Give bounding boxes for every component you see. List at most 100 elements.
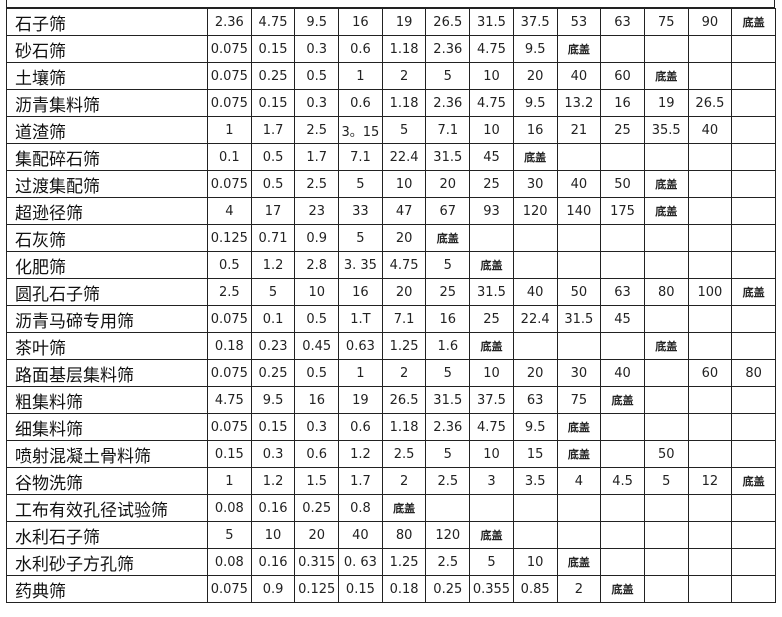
aperture-cell: 25 [469,170,514,198]
bottom-pan-cell: 底盖 [556,35,602,63]
table-row: 沥青集料筛 0.075 0.15 0.3 0.6 1.18 2.36 4.75 9.5 13.2 1… [6,89,776,117]
table-row: 沥青马碲专用筛 0.075 0.1 0.5 1.T 7.1 16 25 22.4 31.5 45 [6,305,776,333]
aperture-cell: 22.4 [512,305,558,333]
aperture-cell: 60 [600,62,645,90]
aperture-cell: 45 [469,143,514,171]
sieve-size-table: 石子筛 2.36 4.75 9.5 16 19 26.5 31.5 37.5 53 63 75 90 底盖… [6,8,776,603]
aperture-cell: 5 [469,548,514,576]
aperture-cell: 0.1 [207,143,252,171]
aperture-cell: 26.5 [381,386,427,414]
aperture-cell: 25 [425,278,471,306]
bottom-pan-cell: 底盖 [556,440,602,468]
aperture-cell [512,332,558,360]
aperture-cell [643,521,689,549]
table-row: 水利砂子方孔筛 0.08 0.16 0.315 0. 63 1.25 2.5 5 10 底盖 [6,548,776,576]
aperture-cell [469,224,514,252]
aperture-cell [687,251,733,279]
aperture-cell: 0.5 [250,170,296,198]
aperture-cell: 16 [338,8,383,36]
aperture-cell: 16 [425,305,471,333]
aperture-cell: 9.5 [250,386,296,414]
sieve-type-name: 石灰筛 [6,224,208,252]
aperture-cell: 20 [512,62,558,90]
aperture-cell: 0.5 [294,359,340,387]
aperture-cell: 23 [294,197,340,225]
table-row: 化肥筛 0.5 1.2 2.8 3. 35 4.75 5 底盖 [6,251,776,279]
aperture-cell: 10 [381,170,427,198]
aperture-cell [687,305,733,333]
aperture-cell: 63 [512,386,558,414]
aperture-cell [600,413,645,441]
aperture-cell: 0.075 [207,359,252,387]
aperture-cell [687,35,733,63]
aperture-cell: 0.18 [381,575,427,603]
aperture-cell: 1.2 [338,440,383,468]
aperture-cell: 0.075 [207,89,252,117]
aperture-cell: 0.1 [250,305,296,333]
aperture-cell: 120 [425,521,471,549]
bottom-pan-cell: 底盖 [731,278,776,306]
aperture-cell: 4.75 [469,35,514,63]
aperture-cell: 0.15 [207,440,252,468]
sieve-type-name: 超逊径筛 [6,197,208,225]
table-row: 细集料筛 0.075 0.15 0.3 0.6 1.18 2.36 4.75 9.5 底盖 [6,413,776,441]
aperture-cell [425,494,471,522]
aperture-cell: 19 [338,386,383,414]
aperture-cell: 20 [294,521,340,549]
aperture-cell: 0.15 [250,89,296,117]
bottom-pan-cell: 底盖 [643,197,689,225]
cut-off-header-row [6,0,775,8]
aperture-cell: 1.2 [250,251,296,279]
table-row: 石子筛 2.36 4.75 9.5 16 19 26.5 31.5 37.5 53 63 75 90 底盖 [6,8,776,36]
aperture-cell: 33 [338,197,383,225]
aperture-cell: 0.5 [294,62,340,90]
aperture-cell [643,35,689,63]
aperture-cell: 4 [556,467,602,495]
aperture-cell [643,575,689,603]
aperture-cell [731,440,776,468]
bottom-pan-cell: 底盖 [731,467,776,495]
table-row: 茶叶筛 0.18 0.23 0.45 0.63 1.25 1.6 底盖 底盖 [6,332,776,360]
aperture-cell [556,143,602,171]
aperture-cell: 19 [381,8,427,36]
aperture-cell: 4 [207,197,252,225]
aperture-cell: 63 [600,278,645,306]
sieve-type-name: 水利石子筛 [6,521,208,549]
aperture-cell [731,494,776,522]
aperture-cell: 100 [687,278,733,306]
aperture-cell [643,548,689,576]
aperture-cell [512,251,558,279]
aperture-cell: 26.5 [687,89,733,117]
aperture-cell: 75 [643,8,689,36]
aperture-cell: 5 [338,170,383,198]
aperture-cell: 2.5 [294,170,340,198]
aperture-cell [600,494,645,522]
aperture-cell: 20 [381,278,427,306]
aperture-cell [600,548,645,576]
aperture-cell: 2.36 [425,89,471,117]
aperture-cell: 40 [338,521,383,549]
aperture-cell: 90 [687,8,733,36]
aperture-cell [687,62,733,90]
aperture-cell: 1.18 [381,35,427,63]
aperture-cell: 5 [425,440,471,468]
aperture-cell [687,386,733,414]
aperture-cell: 93 [469,197,514,225]
aperture-cell: 31.5 [556,305,602,333]
aperture-cell: 1.7 [294,143,340,171]
table-row: 过渡集配筛 0.075 0.5 2.5 5 10 20 25 30 40 50 底盖 [6,170,776,198]
aperture-cell: 0.075 [207,35,252,63]
aperture-cell: 13.2 [556,89,602,117]
aperture-cell: 40 [556,170,602,198]
aperture-cell: 0.5 [207,251,252,279]
sieve-type-name: 谷物洗筛 [6,467,208,495]
aperture-cell: 0.075 [207,62,252,90]
aperture-cell: 2 [556,575,602,603]
sieve-type-name: 喷射混凝土骨料筛 [6,440,208,468]
aperture-cell [731,575,776,603]
sieve-type-name: 过渡集配筛 [6,170,208,198]
aperture-cell: 0.16 [250,548,296,576]
aperture-cell: 4.75 [469,413,514,441]
aperture-cell: 9.5 [512,89,558,117]
aperture-cell: 80 [731,359,776,387]
